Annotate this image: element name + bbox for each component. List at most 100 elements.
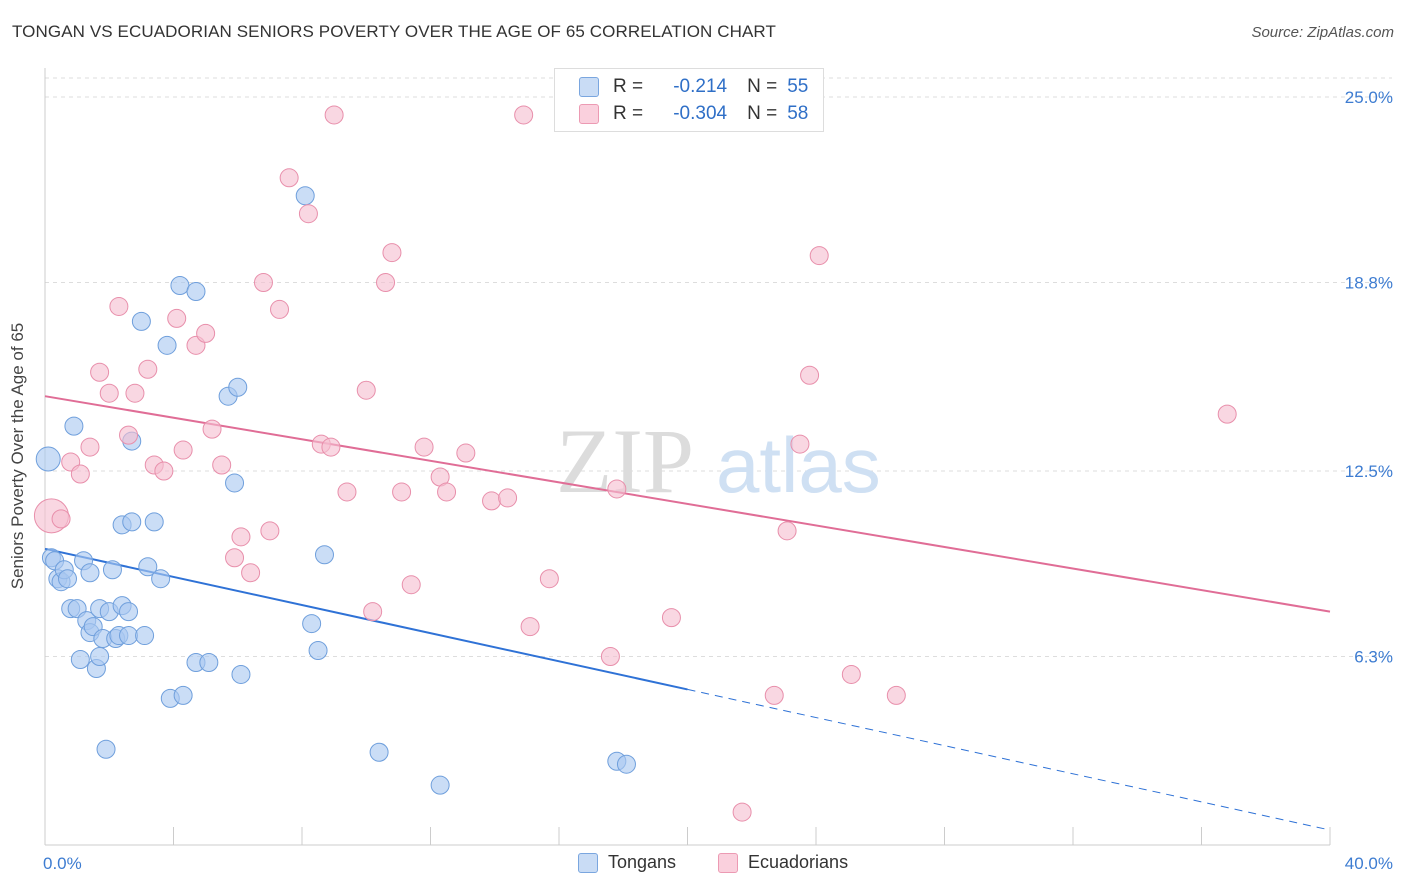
tongan-point (90, 647, 110, 667)
tick-labels: 6.3% 12.5% 18.8% 25.0% 0.0% 40.0% (43, 88, 1393, 873)
y-tick-label: 12.5% (1345, 462, 1393, 481)
r-value: -0.304 (673, 103, 728, 124)
legend-item-ecuadorians[interactable]: Ecuadorians (718, 852, 848, 873)
ecuadorian-point (800, 365, 820, 385)
n-value: 55 (787, 76, 809, 97)
chart-title: TONGAN VS ECUADORIAN SENIORS POVERTY OVE… (12, 22, 776, 41)
ecuadorian-point (279, 168, 299, 188)
tongan-point (157, 335, 177, 355)
stats-legend: R = -0.214 N = 55 R = -0.304 N = 58 (554, 68, 824, 132)
stats-row-tongans: R = -0.214 N = 55 (579, 74, 808, 100)
r-label: R = (613, 76, 644, 97)
tongan-point (64, 416, 84, 436)
tongan-point (186, 281, 206, 301)
ecuadorian-point (661, 608, 681, 628)
tongan-point (170, 275, 190, 295)
tongan-point (119, 626, 139, 646)
ecuadorian-point (392, 482, 412, 502)
y-tick-label: 6.3% (1354, 648, 1393, 667)
ecuadorian-point (498, 488, 518, 508)
tongan-point (57, 569, 77, 589)
ecuadorian-point (437, 482, 457, 502)
ecuadorian-point (777, 521, 797, 541)
ecuadorian-point (764, 685, 784, 705)
ecuadorian-point (600, 647, 620, 667)
ecuadorian-point (260, 521, 280, 541)
tongan-point (70, 649, 90, 669)
ecuadorian-point (886, 685, 906, 705)
ecuadorian-point (841, 664, 861, 684)
ecuadorian-point (253, 273, 273, 293)
tongan-point (231, 664, 251, 684)
x-tick-label: 40.0% (1345, 854, 1393, 873)
tongan-legend-swatch (578, 852, 598, 873)
ecuadorian-point (99, 383, 119, 403)
tongan-point (122, 512, 142, 532)
ecuadorian-point (212, 455, 232, 475)
n-label: N = (747, 103, 778, 124)
ecuadorian-swatch (579, 104, 599, 124)
tongan-trend-extension (687, 688, 1331, 831)
ecuadorian-point (109, 296, 129, 316)
tongan-point (295, 186, 315, 206)
watermark-atlas: atlas (716, 421, 881, 509)
ecuadorian-point (90, 362, 110, 382)
ecuadorian-point (356, 380, 376, 400)
tongan-point (35, 446, 61, 472)
ecuadorian-point (80, 437, 100, 457)
ecuadorian-point (1217, 404, 1237, 424)
y-tick-label: 18.8% (1345, 274, 1393, 293)
ecuadorian-point (270, 299, 290, 319)
tongan-point (80, 563, 100, 583)
ecuadorian-point (119, 425, 139, 445)
ecuadorian-point (298, 204, 318, 224)
ecuadorian-point (809, 246, 829, 266)
tongan-point (131, 311, 151, 331)
tongan-swatch (579, 77, 599, 97)
ecuadorian-point (196, 323, 216, 343)
n-value: 58 (787, 103, 809, 124)
legend-item-tongans[interactable]: Tongans (578, 852, 676, 873)
r-value: -0.214 (673, 76, 728, 97)
source-label: Source: ZipAtlas.com (1251, 24, 1394, 41)
ecuadorian-point (241, 563, 261, 583)
ecuadorian-point (337, 482, 357, 502)
tongan-point (151, 569, 171, 589)
tongan-point (144, 512, 164, 532)
ecuadorian-point (125, 383, 145, 403)
ecuadorian-point (321, 437, 341, 457)
ecuadorian-point (376, 273, 396, 293)
n-label: N = (747, 76, 778, 97)
ecuadorian-point (382, 243, 402, 263)
ecuadorian-point (607, 479, 627, 499)
tongan-point (430, 775, 450, 795)
series-legend: Tongans Ecuadorians (0, 852, 1406, 876)
tongan-point (369, 742, 389, 762)
r-label: R = (613, 103, 644, 124)
ecuadorian-legend-swatch (718, 852, 738, 873)
tongan-point (225, 473, 245, 493)
tongan-point (314, 545, 334, 565)
y-tick-label: 25.0% (1345, 88, 1393, 107)
ecuadorian-point (539, 569, 559, 589)
watermark-zip: ZIP (556, 410, 694, 512)
tongan-point (228, 377, 248, 397)
stats-row-ecuadorians: R = -0.304 N = 58 (579, 101, 808, 127)
tongan-point (119, 602, 139, 622)
ecuadorian-point (414, 437, 434, 457)
tongan-point (96, 739, 116, 759)
ecuadorian-point (514, 105, 534, 125)
tongan-point (199, 652, 219, 672)
tongan-point (302, 614, 322, 634)
tongan-point (173, 685, 193, 705)
tongan-point (616, 754, 636, 774)
ecuadorian-point (70, 464, 90, 484)
tongan-point (308, 641, 328, 661)
ecuadorian-point (401, 575, 421, 595)
ecuadorian-point (51, 509, 71, 529)
watermark: ZIP atlas (556, 410, 881, 512)
ecuadorian-point (202, 419, 222, 439)
ecuadorian-point (324, 105, 344, 125)
ecuadorian-point (456, 443, 476, 463)
